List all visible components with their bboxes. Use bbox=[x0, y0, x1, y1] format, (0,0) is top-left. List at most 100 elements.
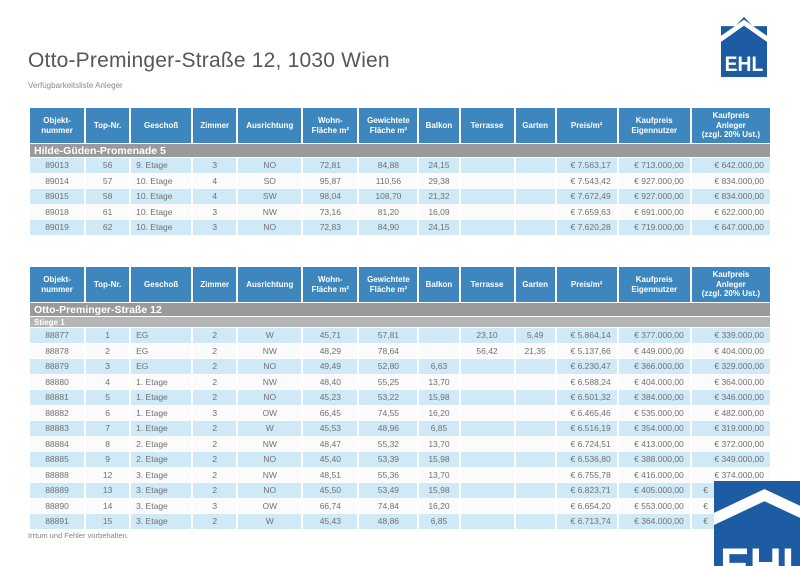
table-cell: 2. Etage bbox=[131, 452, 192, 467]
table-cell bbox=[460, 514, 514, 529]
table-cell: 88885 bbox=[30, 452, 85, 467]
table-cell: NW bbox=[238, 343, 302, 358]
table-cell: 24,15 bbox=[419, 158, 459, 173]
table-cell: € 6.755,78 bbox=[556, 467, 617, 482]
table-cell: 48,96 bbox=[359, 421, 418, 436]
table-cell: NO bbox=[238, 158, 302, 173]
table-cell: 1. Etage bbox=[131, 390, 192, 405]
table-cell: 61 bbox=[86, 204, 130, 219]
column-header: Terrasse bbox=[460, 108, 514, 143]
table-cell: 3 bbox=[193, 405, 237, 420]
table-cell: € 834.000,00 bbox=[691, 173, 770, 188]
table-cell: NO bbox=[238, 452, 302, 467]
table-cell: € 6.536,80 bbox=[556, 452, 617, 467]
table-cell: € 834.000,00 bbox=[691, 189, 770, 204]
table-row: 89019 62 10. Etage 3 NO 72,83 84,90 24,15 € 7.62… bbox=[30, 220, 770, 235]
table-row: 88888 12 3. Etage 2 NW 48,51 55,36 13,70 € 6.755… bbox=[30, 467, 770, 482]
table-cell bbox=[515, 405, 555, 420]
table-cell: € 927.000,00 bbox=[618, 189, 690, 204]
table-row: 89013 56 9. Etage 3 NO 72,81 84,88 24,15 € 7.563… bbox=[30, 158, 770, 173]
section-band: Hilde-Güden-Promenade 5 bbox=[30, 144, 770, 157]
table-cell: 45,40 bbox=[303, 452, 358, 467]
table-cell: € 346.000,00 bbox=[691, 390, 770, 405]
table-cell: 1. Etage bbox=[131, 421, 192, 436]
table-cell: € 6.230,47 bbox=[556, 359, 617, 374]
table-row: 88884 8 2. Etage 2 NW 48,47 55,32 13,70 € 6.724,… bbox=[30, 436, 770, 451]
table-cell: 66,74 bbox=[303, 498, 358, 513]
table-cell: EG bbox=[131, 359, 192, 374]
table-cell: € 6.588,24 bbox=[556, 374, 617, 389]
table-cell: 2 bbox=[86, 343, 130, 358]
table-cell: 48,51 bbox=[303, 467, 358, 482]
ehl-logo-icon: EHL bbox=[721, 16, 767, 78]
table-cell: € 6.465,46 bbox=[556, 405, 617, 420]
table-cell: € 416.000,00 bbox=[618, 467, 690, 482]
table-cell: € 404.000,00 bbox=[691, 343, 770, 358]
table-cell: 21,35 bbox=[515, 343, 555, 358]
table-cell: 108,70 bbox=[359, 189, 418, 204]
table-cell: € 6.501,32 bbox=[556, 390, 617, 405]
table-cell: 49,49 bbox=[303, 359, 358, 374]
availability-table-otto-preminger-strasse: Objekt- nummer Top-Nr. Geschoß Zimmer Ausric… bbox=[28, 266, 772, 530]
table-cell bbox=[515, 220, 555, 235]
table-cell: 3 bbox=[193, 498, 237, 513]
table-cell: 9. Etage bbox=[131, 158, 192, 173]
section-band-label: Otto-Preminger-Straße 12 bbox=[30, 303, 770, 316]
table-cell bbox=[419, 328, 459, 343]
table-cell: NO bbox=[238, 483, 302, 498]
table-cell: 45,71 bbox=[303, 328, 358, 343]
table-cell: 88881 bbox=[30, 390, 85, 405]
table-cell: € 319.000,00 bbox=[691, 421, 770, 436]
table-cell: 7 bbox=[86, 421, 130, 436]
table-cell: 2 bbox=[193, 467, 237, 482]
footer-disclaimer: Irrtum und Fehler vorbehalten. bbox=[28, 531, 129, 540]
table-cell: 24,15 bbox=[419, 220, 459, 235]
table-cell: € 364.000,00 bbox=[618, 514, 690, 529]
table-cell: 6,85 bbox=[419, 421, 459, 436]
ehl-logo-icon: EHL bbox=[714, 481, 800, 566]
table-cell: 3 bbox=[193, 158, 237, 173]
table-cell: € 413.000,00 bbox=[618, 436, 690, 451]
table-cell: 10. Etage bbox=[131, 220, 192, 235]
table-cell bbox=[460, 421, 514, 436]
table-row: 89015 58 10. Etage 4 SW 98,04 108,70 21,32 € 7.6… bbox=[30, 189, 770, 204]
table-cell: € 927.000,00 bbox=[618, 173, 690, 188]
page-title: Otto-Preminger-Straße 12, 1030 Wien bbox=[28, 49, 390, 72]
table-cell: 53,39 bbox=[359, 452, 418, 467]
table-cell: 13,70 bbox=[419, 436, 459, 451]
table-row: 88891 15 3. Etage 2 W 45,43 48,86 6,85 € 6.713,7… bbox=[30, 514, 770, 529]
table-cell: 2 bbox=[193, 483, 237, 498]
table-cell: 23,10 bbox=[460, 328, 514, 343]
table-cell: 15,98 bbox=[419, 390, 459, 405]
table-cell: 13,70 bbox=[419, 374, 459, 389]
column-header: Geschoß bbox=[131, 267, 192, 302]
table-cell: 48,86 bbox=[359, 514, 418, 529]
column-header: Gewichtete Fläche m² bbox=[359, 267, 418, 302]
table-cell: SW bbox=[238, 189, 302, 204]
column-header: Balkon bbox=[419, 108, 459, 143]
table-cell: 55,25 bbox=[359, 374, 418, 389]
table-cell: 3. Etage bbox=[131, 467, 192, 482]
table-cell: NW bbox=[238, 374, 302, 389]
page-subtitle: Verfügbarkeitsliste Anleger bbox=[28, 81, 123, 90]
table-cell: 56 bbox=[86, 158, 130, 173]
table-cell: 3 bbox=[193, 220, 237, 235]
table-cell: € 6.713,74 bbox=[556, 514, 617, 529]
table-cell: 10. Etage bbox=[131, 189, 192, 204]
table-cell bbox=[460, 405, 514, 420]
table-row: 88877 1 EG 2 W 45,71 57,81 23,10 5,49 € 5.864,14 €… bbox=[30, 328, 770, 343]
table-cell bbox=[515, 483, 555, 498]
table-cell bbox=[515, 421, 555, 436]
subsection-band: Stiege 1 bbox=[30, 317, 770, 327]
table-cell: 62 bbox=[86, 220, 130, 235]
table-cell: NW bbox=[238, 204, 302, 219]
column-header: Gewichtete Fläche m² bbox=[359, 108, 418, 143]
table-cell: 14 bbox=[86, 498, 130, 513]
table-cell: 88891 bbox=[30, 514, 85, 529]
column-header: Wohn- Fläche m² bbox=[303, 267, 358, 302]
table-cell: € 719.000,00 bbox=[618, 220, 690, 235]
table-cell bbox=[515, 374, 555, 389]
ehl-logo-text: EHL bbox=[720, 537, 800, 566]
table-cell: 88884 bbox=[30, 436, 85, 451]
table-cell: 55,36 bbox=[359, 467, 418, 482]
